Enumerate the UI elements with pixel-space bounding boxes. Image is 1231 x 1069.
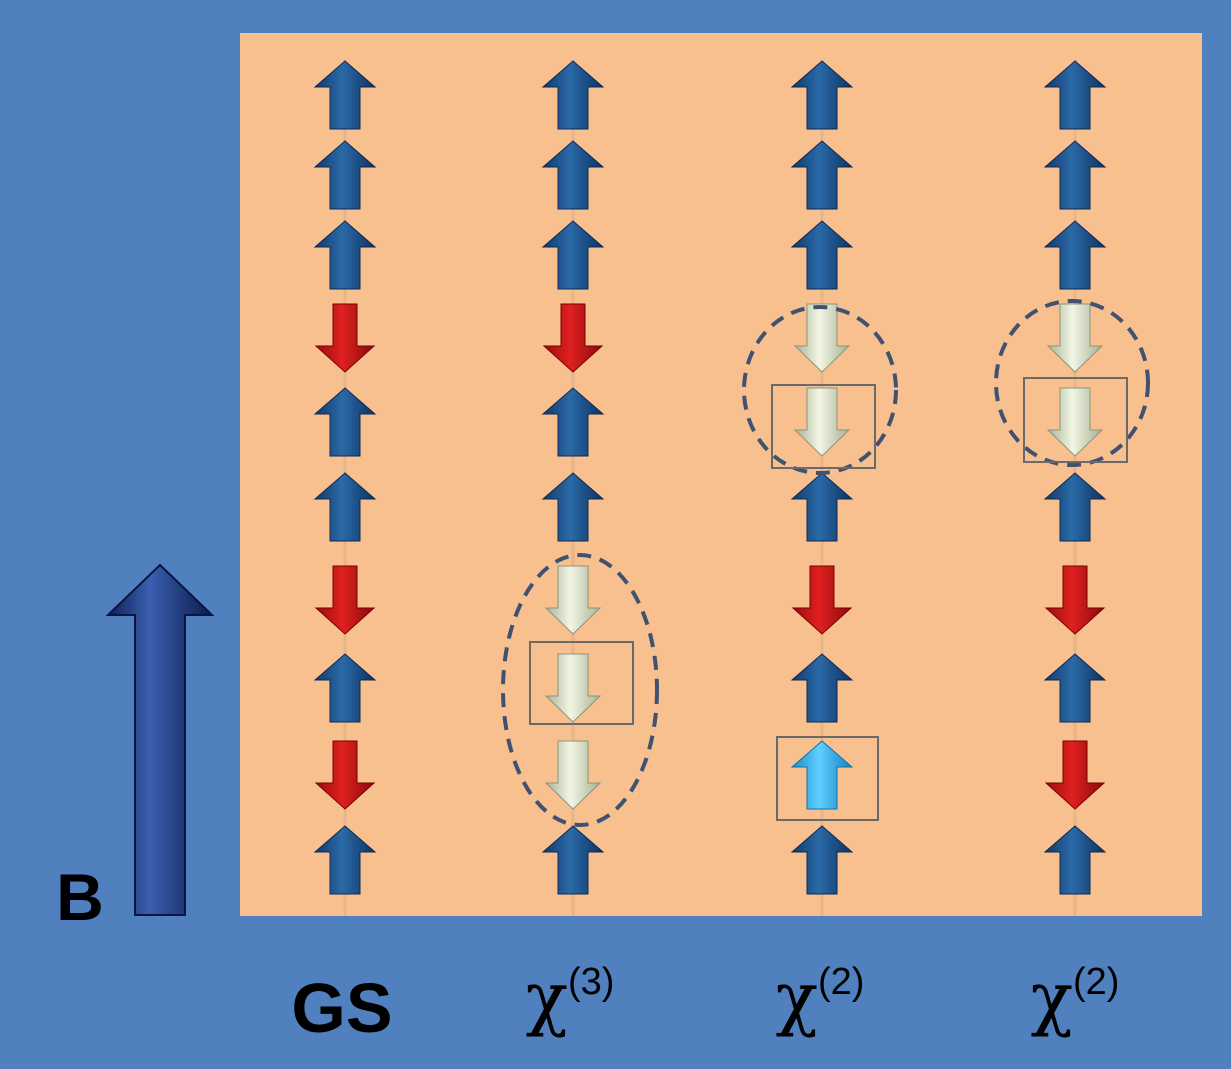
label-superscript: (3) — [568, 961, 614, 1003]
label-base: GS — [291, 969, 392, 1047]
label-superscript: (2) — [818, 961, 864, 1003]
column-label: GS — [291, 969, 392, 1047]
label-superscript: (2) — [1073, 961, 1119, 1003]
diagram: B GS χ(3) χ(2) χ(2) — [0, 0, 1231, 1069]
label-base: χ — [526, 957, 568, 1039]
label-base: χ — [776, 957, 818, 1039]
field-label: B — [56, 860, 104, 934]
label-base: χ — [1031, 957, 1073, 1039]
